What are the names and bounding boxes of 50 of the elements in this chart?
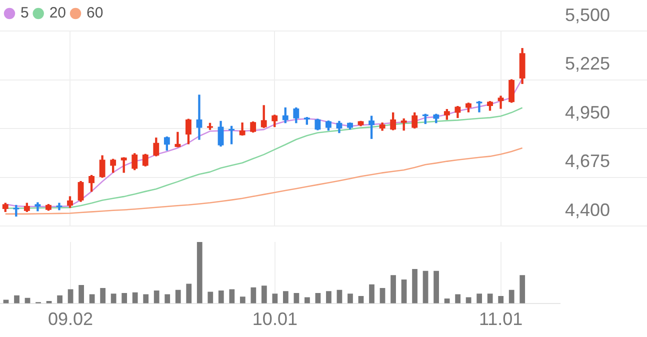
legend-label: 60 — [86, 4, 104, 22]
bar — [476, 294, 482, 304]
bar — [434, 270, 439, 304]
bar — [401, 279, 407, 304]
bar — [208, 292, 214, 304]
bar — [250, 287, 256, 304]
bar — [154, 290, 160, 304]
bar — [89, 294, 95, 304]
bar — [380, 288, 386, 304]
bar — [100, 288, 106, 304]
bar — [57, 295, 62, 304]
bar — [218, 290, 224, 304]
bar — [186, 284, 192, 304]
bar — [326, 291, 332, 304]
bar — [240, 296, 246, 304]
bar — [196, 242, 202, 304]
bar — [369, 284, 374, 304]
bar — [272, 294, 278, 304]
bar — [508, 290, 514, 304]
bar — [348, 294, 353, 304]
bar — [78, 284, 84, 304]
bar — [520, 275, 526, 304]
x-tick-label: 11.01 — [478, 309, 523, 330]
bar — [14, 295, 20, 304]
legend-label: 5 — [20, 4, 29, 22]
bar — [132, 292, 138, 304]
legend-label: 20 — [49, 4, 66, 22]
bar — [412, 269, 418, 304]
bar — [498, 296, 504, 304]
y-tick-label: 4,400 — [565, 200, 610, 220]
x-tick-label: 10.01 — [252, 309, 298, 330]
y-tick-label: 4,950 — [565, 102, 610, 122]
bar — [455, 294, 460, 304]
bar — [283, 291, 288, 304]
bar — [164, 294, 170, 304]
y-tick-label: 4,675 — [565, 151, 610, 172]
bar — [175, 290, 181, 304]
bar — [487, 294, 493, 304]
bar — [304, 297, 310, 304]
y-tick-label: 5,225 — [565, 54, 610, 74]
bar — [229, 289, 235, 304]
bar — [466, 297, 472, 304]
bar — [261, 286, 267, 304]
y-tick-label: 5,500 — [565, 4, 610, 25]
x-tick-label: 09.02 — [48, 309, 94, 330]
bar — [143, 294, 149, 304]
bar — [422, 270, 428, 304]
bar — [122, 292, 128, 304]
bar — [110, 294, 116, 304]
bar — [390, 275, 396, 304]
